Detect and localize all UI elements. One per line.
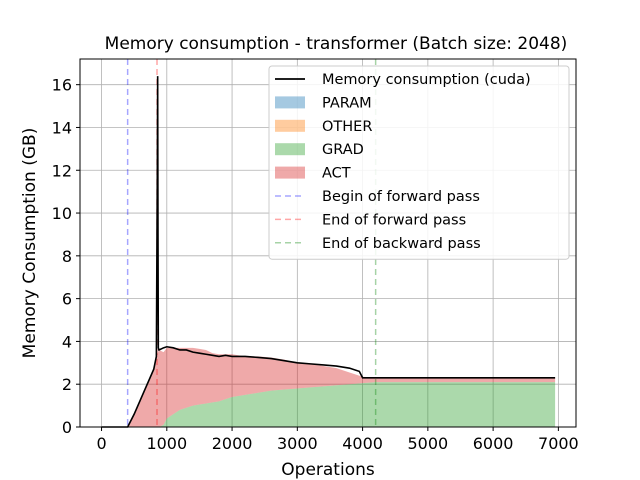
x-axis-label: Operations	[281, 460, 375, 480]
legend-item-grad: GRAD	[275, 142, 364, 158]
y-tick-label: 6	[62, 290, 72, 309]
legend-item-begin-forward: Begin of forward pass	[275, 189, 480, 205]
legend-swatch	[275, 96, 305, 109]
plot-frame	[79, 58, 577, 428]
legend-item-end-forward: End of forward pass	[275, 212, 466, 228]
legend-item-param: PARAM	[275, 95, 372, 111]
legend-label: OTHER	[322, 119, 372, 135]
legend-swatch	[275, 143, 305, 156]
legend-label: Begin of forward pass	[322, 189, 480, 205]
legend-label: GRAD	[322, 142, 364, 158]
y-tick-label: 4	[62, 332, 72, 351]
legend: Memory consumption (cuda) PARAM OTHER GRAD A…	[268, 65, 570, 260]
legend-label: End of forward pass	[322, 212, 466, 228]
ticks: 0 1000 2000 3000 4000 5000 6000 7000 0 2 4 6 8 10 12 14…	[52, 76, 579, 453]
legend-item-act: ACT	[275, 166, 351, 182]
legend-item-end-backward: End of backward pass	[275, 236, 481, 252]
y-tick-label: 8	[62, 247, 72, 266]
y-tick-label: 12	[52, 161, 72, 180]
legend-label: End of backward pass	[322, 236, 481, 252]
y-axis-label: Memory Consumption (GB)	[20, 128, 40, 359]
legend-item-cuda: Memory consumption (cuda)	[275, 72, 531, 88]
cuda-line-layer	[101, 76, 556, 428]
legend-item-other: OTHER	[275, 119, 372, 135]
y-tick-label: 16	[52, 76, 72, 95]
legend-swatch	[275, 119, 305, 132]
x-tick-label: 5000	[407, 434, 448, 453]
y-tick-label: 10	[52, 204, 72, 223]
y-tick-label: 0	[62, 418, 72, 437]
y-tick-label: 14	[52, 118, 72, 137]
x-tick-label: 6000	[473, 434, 514, 453]
legend-label: PARAM	[322, 95, 372, 111]
grad-area	[101, 382, 556, 427]
stacked-areas	[101, 347, 556, 427]
x-tick-label: 3000	[277, 434, 318, 453]
x-tick-label: 7000	[538, 434, 579, 453]
legend-box	[268, 65, 570, 260]
y-tick-label: 2	[62, 375, 72, 394]
act-area	[101, 347, 556, 427]
cuda-memory-line	[101, 76, 556, 428]
chart-title: Memory consumption - transformer (Batch …	[105, 34, 568, 54]
x-tick-label: 4000	[342, 434, 383, 453]
x-tick-label: 0	[96, 434, 106, 453]
x-tick-label: 2000	[212, 434, 253, 453]
x-tick-label: 1000	[146, 434, 187, 453]
legend-label: ACT	[322, 166, 351, 182]
legend-swatch	[275, 166, 305, 179]
legend-label: Memory consumption (cuda)	[322, 72, 531, 88]
